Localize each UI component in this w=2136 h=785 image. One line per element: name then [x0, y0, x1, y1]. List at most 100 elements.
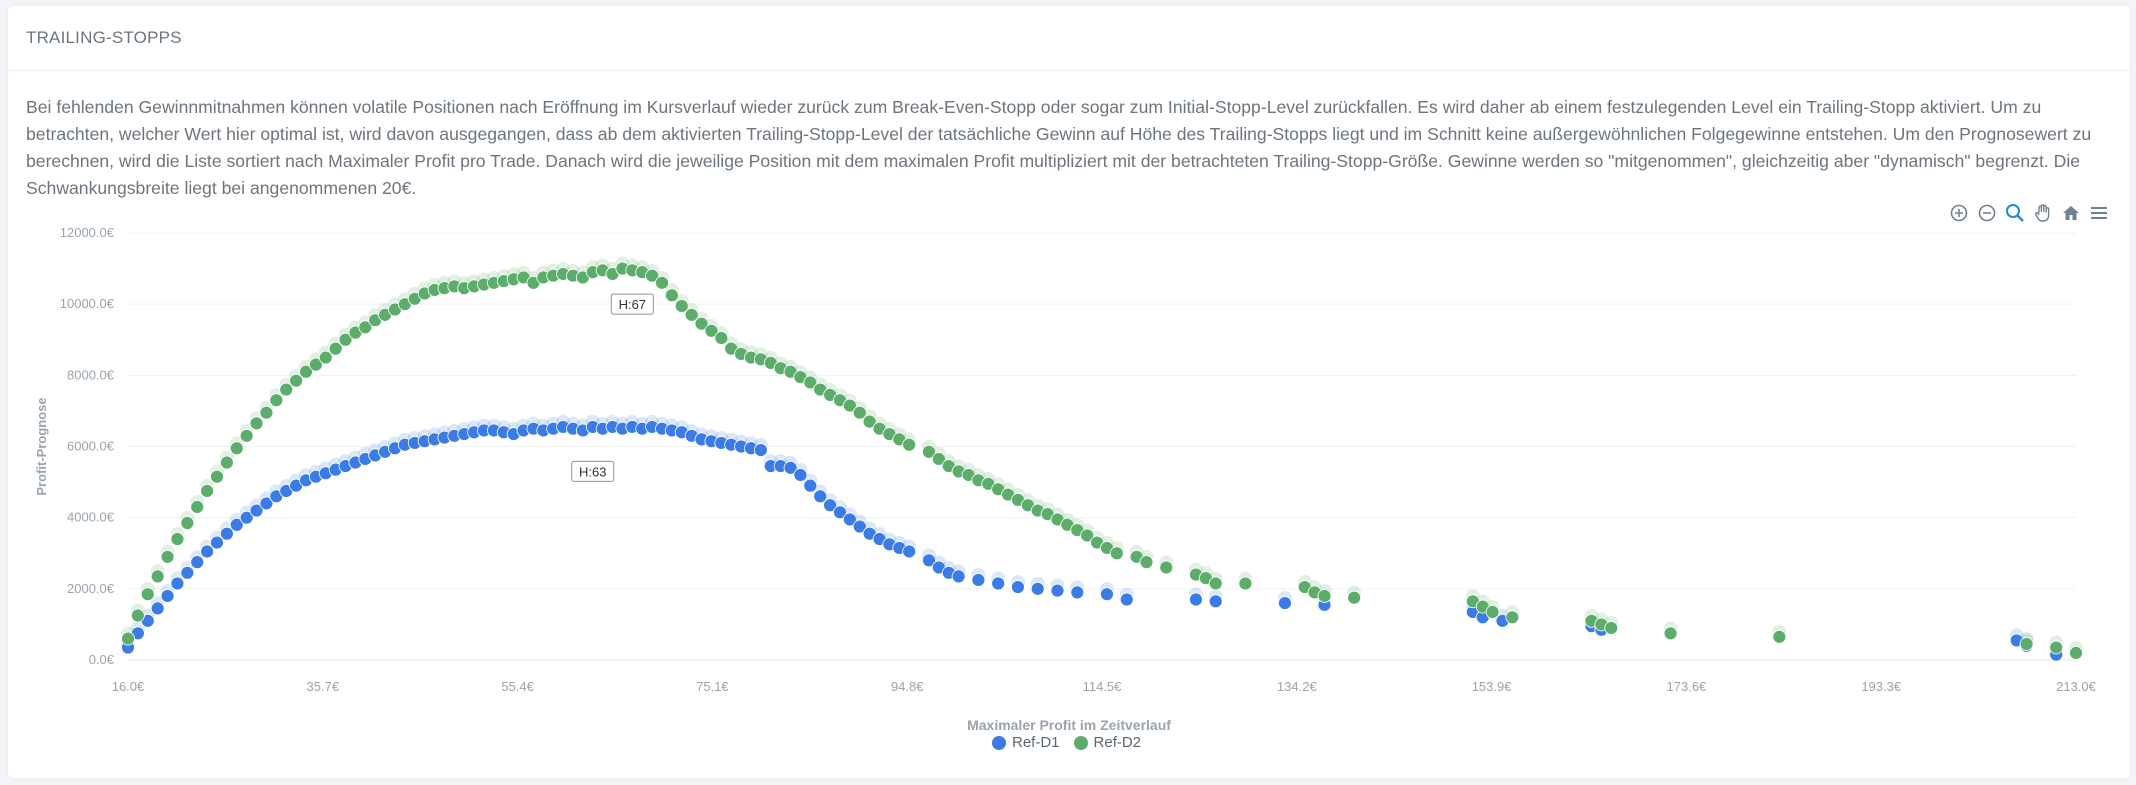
- data-point[interactable]: [1139, 555, 1154, 570]
- zoom-in-icon[interactable]: [1948, 202, 1970, 224]
- data-point[interactable]: [1772, 629, 1787, 644]
- data-point[interactable]: [1278, 596, 1292, 610]
- data-point[interactable]: [833, 505, 847, 520]
- data-point[interactable]: [269, 393, 284, 408]
- data-point[interactable]: [299, 364, 313, 379]
- data-point[interactable]: [229, 517, 244, 532]
- data-point[interactable]: [684, 307, 699, 322]
- data-point[interactable]: [862, 414, 877, 429]
- data-point[interactable]: [259, 496, 274, 511]
- data-point[interactable]: [951, 569, 966, 584]
- data-point[interactable]: [130, 608, 145, 623]
- data-point[interactable]: [1347, 590, 1362, 605]
- data-point[interactable]: [902, 437, 917, 452]
- data-point[interactable]: [200, 544, 215, 559]
- data-point[interactable]: [1485, 605, 1500, 619]
- data-point[interactable]: [358, 320, 373, 335]
- data-point[interactable]: [190, 555, 205, 570]
- data-point[interactable]: [852, 405, 867, 420]
- data-point[interactable]: [160, 589, 175, 603]
- data-point[interactable]: [1159, 560, 1174, 575]
- data-point[interactable]: [219, 526, 234, 541]
- zoom-out-icon[interactable]: [1976, 202, 1998, 224]
- data-point[interactable]: [971, 573, 986, 587]
- data-point[interactable]: [753, 443, 768, 457]
- data-point[interactable]: [1109, 546, 1124, 561]
- data-point[interactable]: [704, 323, 719, 338]
- data-point[interactable]: [289, 373, 304, 388]
- data-point[interactable]: [1119, 592, 1134, 607]
- data-point[interactable]: [664, 288, 679, 303]
- data-point[interactable]: [922, 553, 936, 568]
- data-point[interactable]: [249, 503, 264, 518]
- home-icon[interactable]: [2060, 202, 2082, 224]
- data-point[interactable]: [259, 405, 274, 420]
- data-point[interactable]: [922, 444, 936, 459]
- data-point[interactable]: [328, 341, 343, 356]
- data-point[interactable]: [645, 268, 659, 283]
- data-point[interactable]: [2019, 637, 2034, 651]
- data-point[interactable]: [150, 569, 165, 584]
- data-point[interactable]: [783, 460, 798, 475]
- data-point[interactable]: [180, 516, 195, 530]
- data-point[interactable]: [803, 478, 818, 493]
- data-point[interactable]: [1030, 581, 1045, 596]
- data-point[interactable]: [210, 469, 224, 484]
- data-point[interactable]: [318, 350, 333, 365]
- data-point[interactable]: [1604, 621, 1619, 635]
- data-point[interactable]: [2069, 645, 2083, 660]
- data-point[interactable]: [842, 512, 857, 527]
- data-point[interactable]: [1208, 594, 1223, 609]
- data-point[interactable]: [793, 468, 808, 482]
- data-point[interactable]: [190, 500, 205, 514]
- data-point[interactable]: [1050, 583, 1065, 598]
- data-point[interactable]: [674, 299, 689, 313]
- data-point[interactable]: [1080, 528, 1095, 543]
- data-point[interactable]: [180, 565, 195, 580]
- data-point[interactable]: [239, 510, 254, 525]
- legend-item-ref-d2[interactable]: Ref-D2: [1073, 734, 1141, 751]
- data-point[interactable]: [842, 398, 857, 413]
- data-point[interactable]: [200, 484, 215, 498]
- data-point[interactable]: [121, 631, 135, 646]
- data-point[interactable]: [714, 331, 729, 345]
- data-point[interactable]: [823, 498, 837, 513]
- data-point[interactable]: [170, 576, 185, 591]
- data-point[interactable]: [1208, 576, 1223, 591]
- data-point[interactable]: [2049, 640, 2064, 655]
- data-point[interactable]: [902, 544, 917, 559]
- data-point[interactable]: [210, 535, 224, 550]
- data-point[interactable]: [694, 316, 709, 331]
- card-title: TRAILING-STOPPS: [8, 6, 2130, 71]
- data-point[interactable]: [655, 275, 669, 290]
- data-point[interactable]: [160, 549, 175, 564]
- scatter-chart[interactable]: 0.0€ 2000.0€ 4000.0€ 6000.0€ 8000.0€ 10000.0€…: [8, 6, 2130, 778]
- hand-icon[interactable]: [2032, 202, 2054, 224]
- data-point[interactable]: [308, 357, 323, 372]
- data-point[interactable]: [1317, 589, 1332, 603]
- data-point[interactable]: [219, 455, 234, 470]
- data-point[interactable]: [338, 332, 353, 347]
- data-point[interactable]: [150, 601, 165, 616]
- data-point[interactable]: [170, 532, 185, 546]
- data-point[interactable]: [140, 587, 155, 602]
- data-point[interactable]: [1663, 626, 1678, 641]
- legend-item-ref-d1[interactable]: Ref-D1: [992, 734, 1060, 751]
- data-point[interactable]: [931, 452, 946, 466]
- data-point[interactable]: [813, 489, 828, 504]
- data-point[interactable]: [852, 519, 867, 534]
- data-point[interactable]: [1011, 580, 1025, 594]
- menu-icon[interactable]: [2088, 202, 2110, 224]
- data-point[interactable]: [1505, 610, 1520, 625]
- data-point[interactable]: [991, 576, 1006, 591]
- data-point[interactable]: [1100, 587, 1114, 602]
- data-point[interactable]: [279, 382, 294, 397]
- selection-zoom-icon[interactable]: [2004, 202, 2026, 224]
- data-point[interactable]: [1189, 592, 1203, 607]
- data-point[interactable]: [229, 441, 244, 456]
- data-point[interactable]: [1238, 576, 1253, 591]
- data-point[interactable]: [1070, 585, 1085, 600]
- data-point[interactable]: [249, 416, 264, 431]
- data-point[interactable]: [803, 375, 818, 390]
- data-point[interactable]: [239, 428, 254, 443]
